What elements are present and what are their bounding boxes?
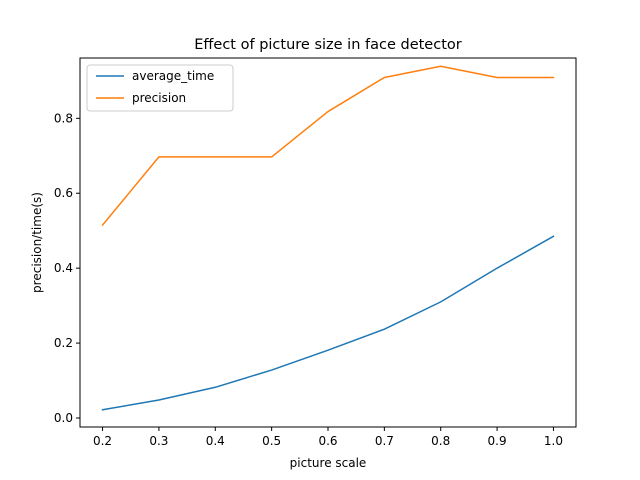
chart-title: Effect of picture size in face detector <box>194 37 461 53</box>
legend: average_time precision <box>86 64 234 112</box>
x-tick-label: 0.8 <box>431 434 450 448</box>
legend-label-precision: precision <box>132 91 186 105</box>
series-line-precision <box>101 65 555 227</box>
x-tick-label: 0.4 <box>206 434 225 448</box>
y-axis: 0.0 0.2 0.4 0.6 0.8 <box>54 111 80 425</box>
legend-label-average-time: average_time <box>132 69 214 83</box>
x-axis: 0.2 0.3 0.4 0.5 0.6 0.7 0.8 0.9 1.0 <box>93 427 563 448</box>
x-tick-label: 0.2 <box>93 434 112 448</box>
y-tick-label: 0.6 <box>54 186 73 200</box>
y-axis-label: precision/time(s) <box>30 192 44 293</box>
y-tick-label: 0.0 <box>54 411 73 425</box>
x-tick-label: 0.7 <box>375 434 394 448</box>
y-tick-label: 0.4 <box>54 261 73 275</box>
series-layer <box>101 65 555 411</box>
x-tick-label: 0.3 <box>149 434 168 448</box>
y-tick-label: 0.2 <box>54 336 73 350</box>
x-tick-label: 0.9 <box>488 434 507 448</box>
x-axis-label: picture scale <box>290 456 367 470</box>
series-line-average-time <box>101 235 555 411</box>
y-tick-label: 0.8 <box>54 111 73 125</box>
x-tick-label: 0.5 <box>262 434 281 448</box>
x-tick-label: 0.6 <box>318 434 337 448</box>
x-tick-label: 1.0 <box>544 434 563 448</box>
